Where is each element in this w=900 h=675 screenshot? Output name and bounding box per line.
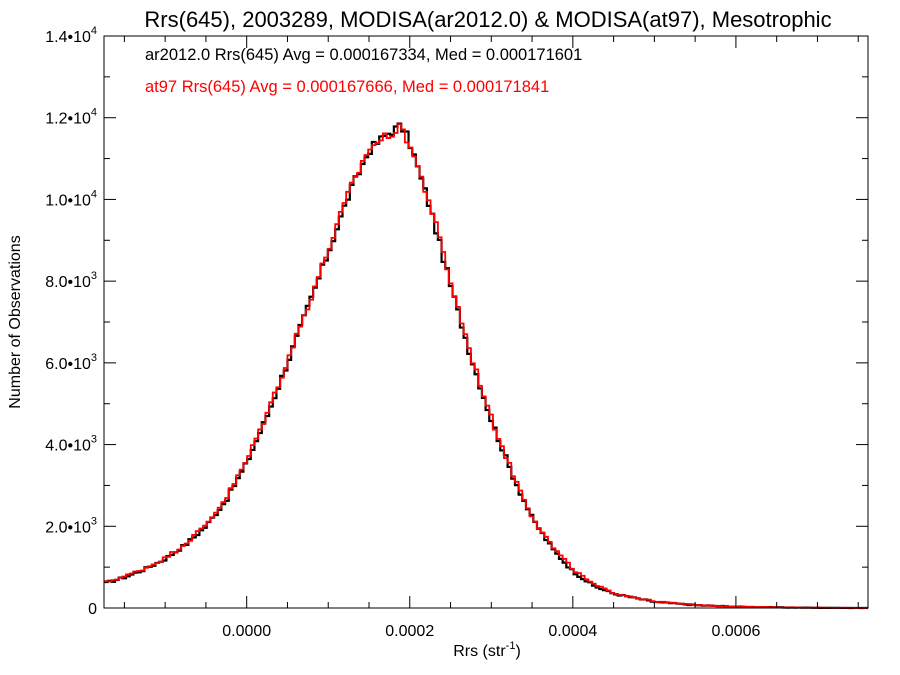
chart-title: Rrs(645), 2003289, MODISA(ar2012.0) & MO… bbox=[144, 7, 831, 32]
x-tick-label: 0.0006 bbox=[711, 623, 760, 640]
plot-frame bbox=[103, 35, 869, 609]
y-tick-label: 1.2•104 bbox=[45, 107, 97, 128]
y-tick-label: 4.0•103 bbox=[45, 434, 97, 455]
stats-annotation: ar2012.0 Rrs(645) Avg = 0.000167334, Med… bbox=[145, 46, 582, 64]
x-tick-label: 0.0002 bbox=[385, 623, 434, 640]
x-axis-label: Rrs (str-1) bbox=[453, 640, 521, 660]
x-tick-label: 0.0004 bbox=[548, 623, 597, 640]
x-axis-label-text: Rrs (str bbox=[453, 643, 506, 660]
y-tick-label: 1.0•104 bbox=[45, 188, 97, 209]
annotation-group: ar2012.0 Rrs(645) Avg = 0.000167334, Med… bbox=[145, 46, 582, 96]
series-layer bbox=[104, 122, 869, 610]
x-axis-label-end: ) bbox=[515, 643, 520, 660]
y-axis-label: Number of Observations bbox=[7, 235, 24, 408]
stats-annotation: at97 Rrs(645) Avg = 0.000167666, Med = 0… bbox=[145, 78, 549, 96]
x-tick-label: 0.0000 bbox=[222, 623, 271, 640]
y-tick-label: 0 bbox=[88, 601, 97, 618]
y-tick-label: 1.4•104 bbox=[45, 25, 97, 46]
y-tick-label: 2.0•103 bbox=[45, 515, 97, 536]
series-line bbox=[104, 122, 869, 610]
y-tick-label: 6.0•103 bbox=[45, 352, 97, 373]
y-axis: 0 2.0•103 4.0•103 6.0•103 8.0•103 1.0•104 1.2•… bbox=[45, 25, 868, 618]
y-tick-label: 8.0•103 bbox=[45, 270, 97, 291]
x-axis: 0.0000 0.0002 0.0004 0.0006 bbox=[123, 36, 859, 640]
series-line bbox=[104, 123, 869, 609]
x-axis-label-sup: -1 bbox=[506, 640, 516, 652]
